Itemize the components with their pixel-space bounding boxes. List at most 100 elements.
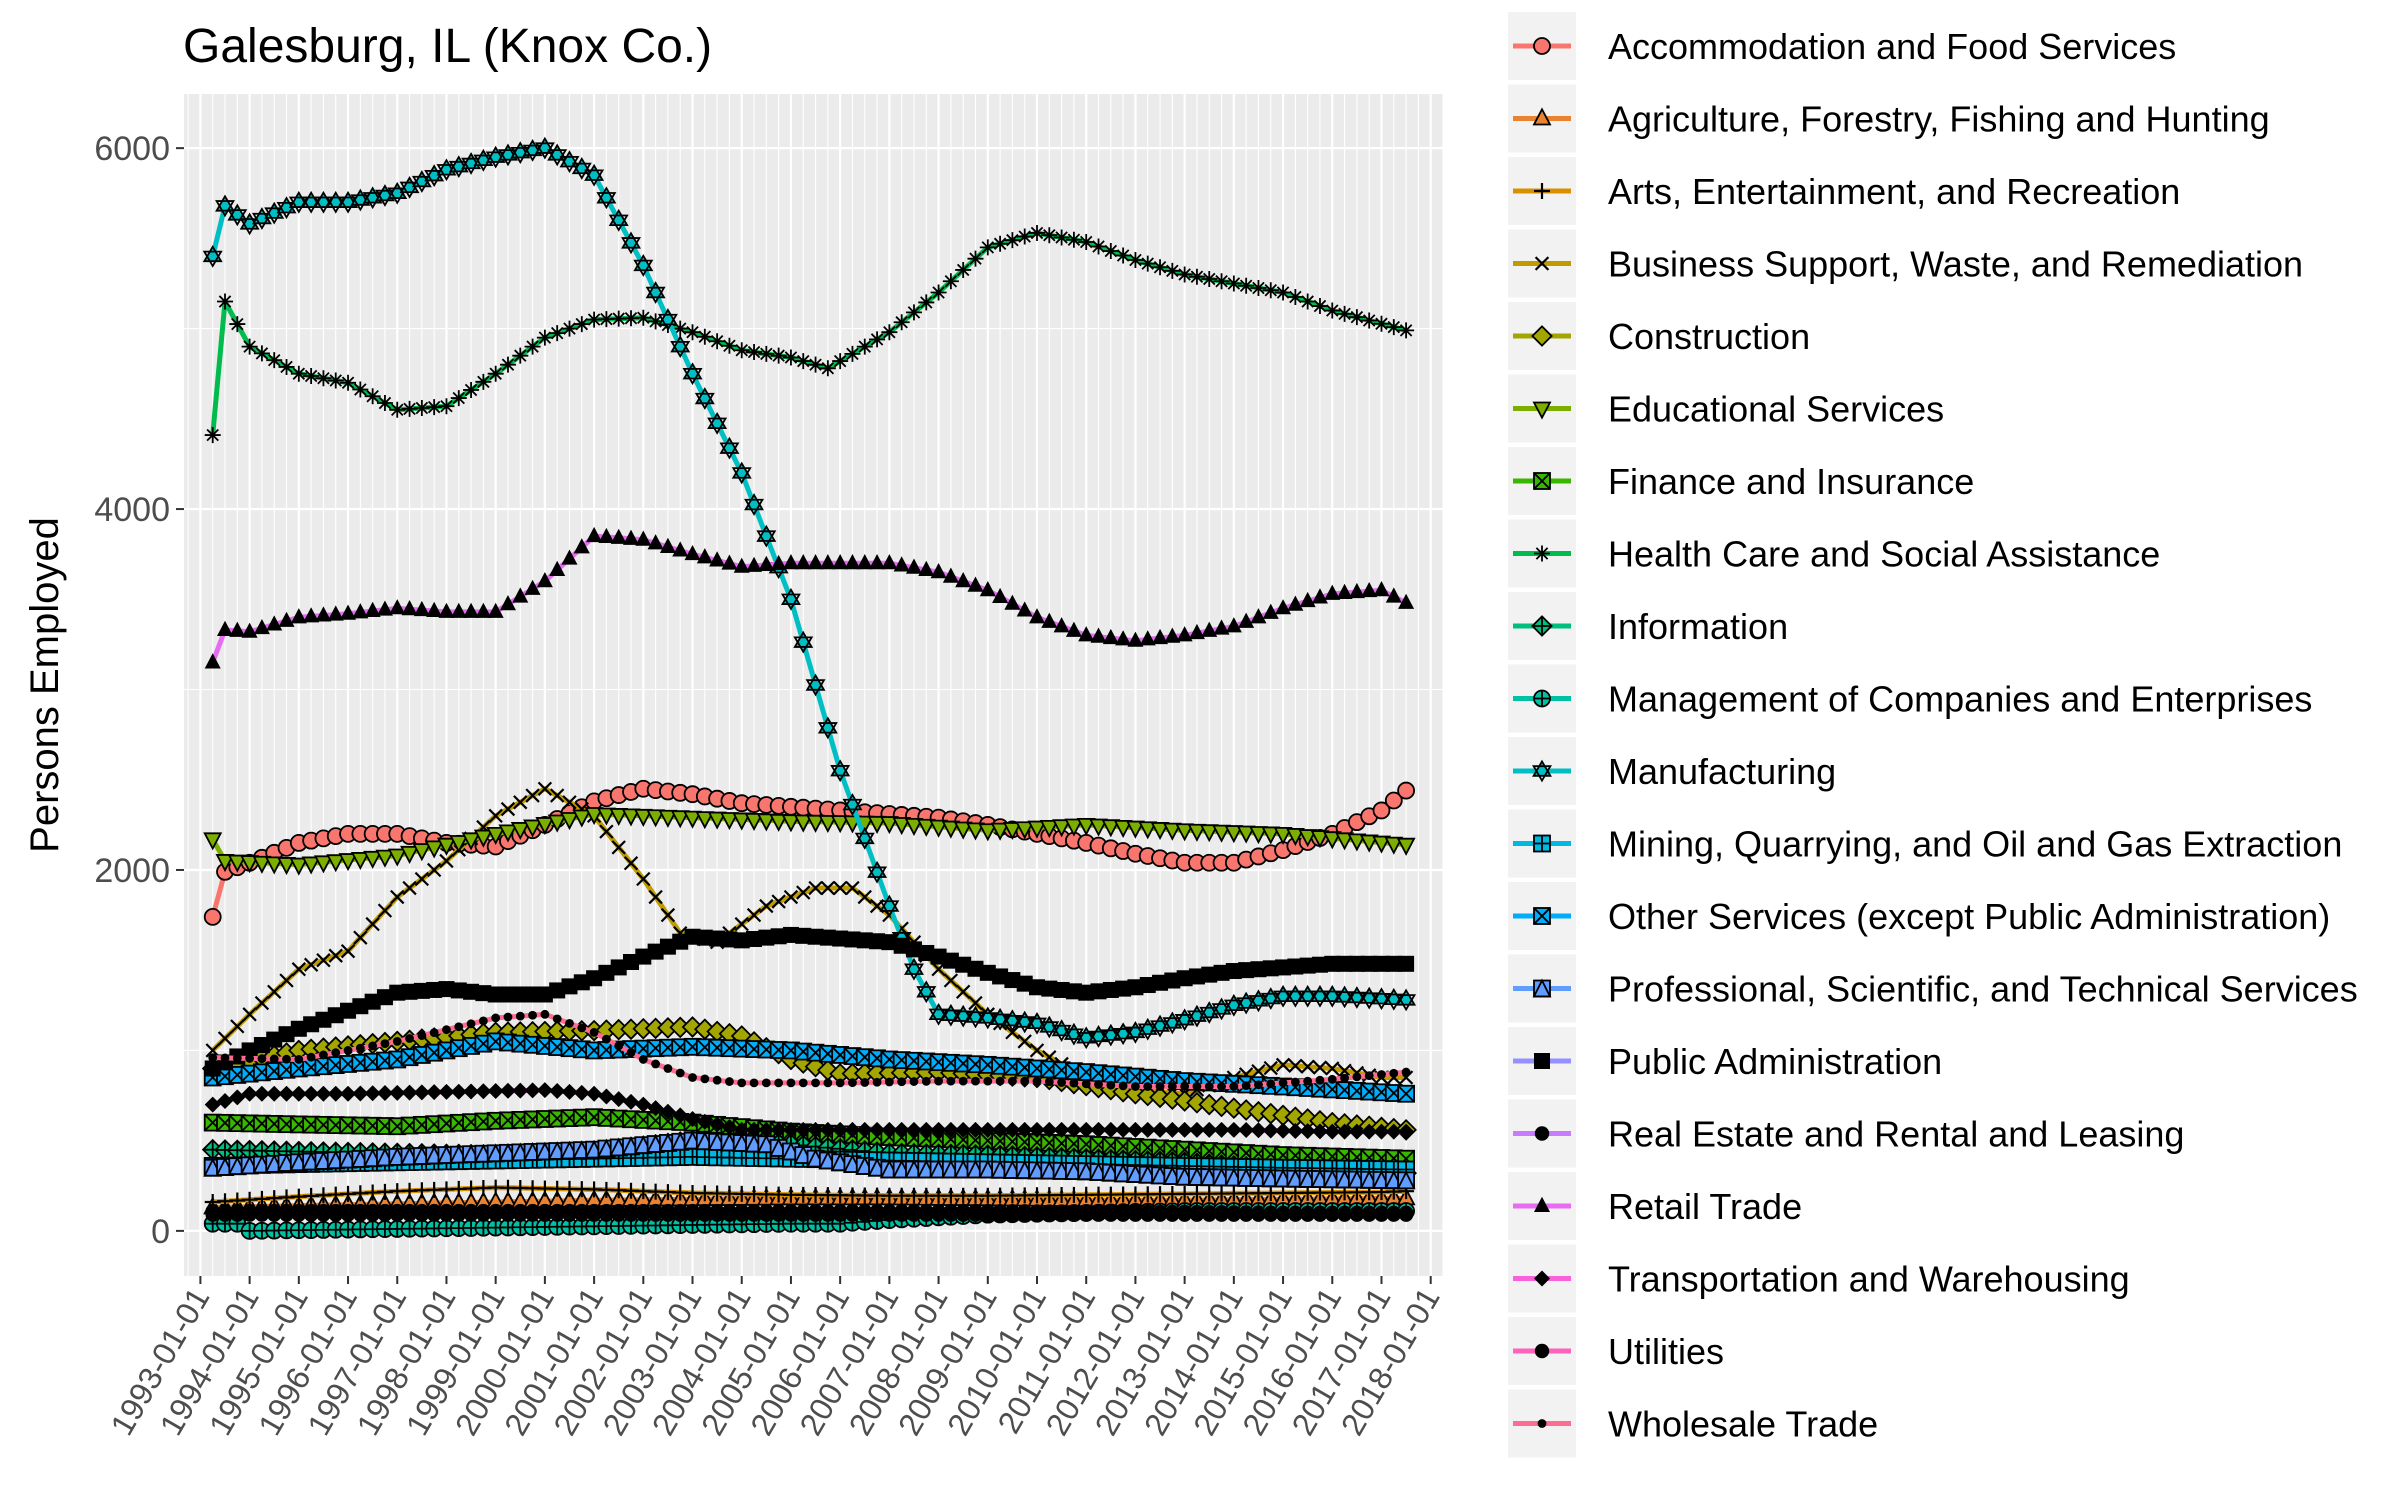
data-point [709,1116,726,1133]
data-point [315,1011,332,1028]
data-point [1065,231,1082,248]
data-point [1039,819,1059,839]
data-point [1143,1082,1153,1091]
data-point [267,984,282,999]
data-point [1348,309,1365,326]
legend-item: Transportation and Warehousing [1508,1244,2130,1313]
data-point [990,822,1010,841]
chart-title: Galesburg, IL (Knox Co.) [183,20,712,73]
data-point [565,1018,574,1028]
legend-item: Agriculture, Forestry, Fishing and Hunti… [1508,84,2270,153]
data-point [721,931,738,948]
data-point [413,1084,430,1101]
data-point [1263,1060,1278,1076]
data-point [808,880,823,896]
data-point [721,1119,738,1136]
data-point [584,807,604,826]
data-point [1377,1070,1386,1079]
data-point [1189,1207,1205,1222]
data-point [438,602,455,618]
data-point [1052,819,1072,838]
data-point [1396,837,1416,856]
data-point [635,530,652,546]
legend-marker [1534,1126,1550,1141]
data-point [683,810,703,829]
series-wholesale-trade [208,1009,1411,1091]
data-point [1127,631,1144,647]
data-point [956,984,971,999]
data-point [475,602,492,618]
data-point [1385,587,1402,603]
data-point [377,903,393,918]
data-point [602,1034,611,1044]
data-point [694,387,715,410]
data-point [1090,983,1107,1000]
data-point [856,338,873,355]
data-point [586,970,603,987]
data-point [1128,1207,1143,1222]
data-point [463,1083,480,1100]
data-point [709,551,726,567]
data-point [208,1053,218,1063]
data-point [623,1207,639,1222]
data-point [807,928,824,945]
data-point [697,1207,713,1222]
data-point [327,372,344,389]
data-point [842,793,863,816]
legend-marker [1532,107,1552,126]
data-point [909,1077,919,1086]
data-point [1385,319,1402,336]
legend-item: Other Services (except Public Administra… [1508,882,2330,950]
data-point [389,1084,406,1101]
data-point [844,1121,861,1138]
data-point [1029,1121,1046,1138]
data-point [536,572,553,588]
data-point [696,929,713,946]
legend-marker [1532,401,1552,420]
data-point [1078,1121,1095,1138]
data-point [1225,1121,1242,1138]
data-point [365,1207,380,1222]
data-point [1102,1121,1119,1138]
data-point [758,929,775,946]
data-point [536,329,553,346]
data-point [303,1085,320,1102]
data-point [301,856,321,875]
data-point [879,894,900,918]
data-point [807,1121,824,1138]
data-point [1386,1207,1401,1222]
data-point [294,1055,304,1064]
data-point [967,1121,984,1138]
data-point [1299,957,1316,974]
data-point [303,957,319,972]
data-point [376,600,393,616]
legend-marker [1534,1270,1550,1287]
y-tick-label: 2000 [94,852,170,890]
data-point [1349,1207,1365,1222]
legend-marker [1534,1053,1550,1069]
series-transportation-and-warehousing [204,1082,1415,1140]
data-point [943,1207,959,1222]
data-point [450,390,467,407]
legend-label: Information [1608,606,1788,647]
data-point [1273,984,1294,1008]
data-point [412,843,432,862]
data-point [1389,1068,1399,1078]
data-point [1016,228,1033,245]
data-point [215,854,235,873]
data-point [1094,1080,1103,1089]
data-point [635,309,652,326]
data-point [253,618,270,635]
data-point [732,812,752,831]
data-point [599,1207,614,1222]
data-point [782,553,799,570]
data-point [1312,1207,1328,1222]
data-point [905,941,922,958]
data-point [1079,1207,1094,1222]
data-point [1004,232,1021,249]
data-point [549,1207,565,1222]
data-point [500,1207,516,1222]
data-point [1004,972,1021,989]
data-point [438,1083,455,1100]
data-point [893,314,910,331]
